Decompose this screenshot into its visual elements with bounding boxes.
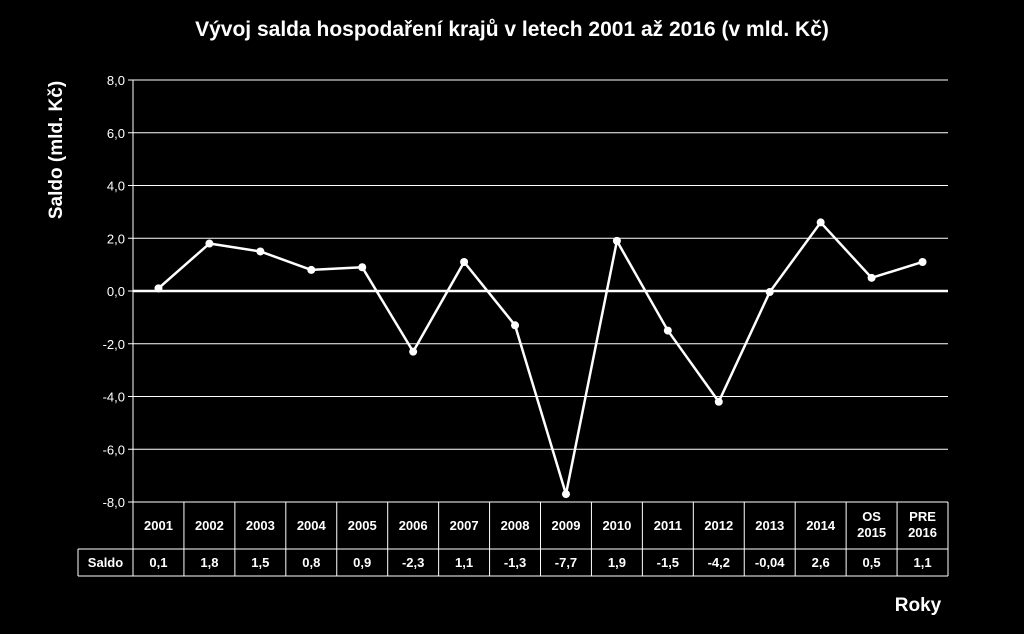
data-label: -2,3 bbox=[402, 555, 424, 570]
data-point bbox=[561, 490, 570, 499]
x-tick-label: 2001 bbox=[144, 518, 173, 533]
data-point bbox=[816, 218, 825, 227]
data-label: 1,8 bbox=[200, 555, 218, 570]
y-tick-label: 4,0 bbox=[107, 179, 125, 194]
x-tick-label: 2004 bbox=[297, 518, 327, 533]
data-label: -4,2 bbox=[708, 555, 730, 570]
x-tick-label: 2008 bbox=[501, 518, 530, 533]
y-tick-label: 8,0 bbox=[107, 73, 125, 88]
x-tick-label: 2002 bbox=[195, 518, 224, 533]
data-label: -1,3 bbox=[504, 555, 526, 570]
data-label: 2,6 bbox=[812, 555, 830, 570]
data-table: 2001 2002 2003 2004 2005 2006 2007 2008 2009 2010… bbox=[77, 502, 949, 577]
series-line-saldo bbox=[157, 221, 923, 496]
x-tick-label: 2012 bbox=[704, 518, 733, 533]
data-label: 1,1 bbox=[455, 555, 473, 570]
data-point bbox=[460, 257, 469, 266]
data-point bbox=[307, 265, 316, 274]
y-tick-label: -6,0 bbox=[103, 442, 125, 457]
data-point bbox=[765, 288, 774, 297]
data-point bbox=[714, 397, 723, 406]
data-point bbox=[612, 236, 621, 245]
data-point bbox=[511, 321, 520, 330]
x-tick-label: 2006 bbox=[399, 518, 428, 533]
x-tick-label: 2010 bbox=[602, 518, 631, 533]
x-tick-label: 2005 bbox=[348, 518, 377, 533]
x-tick-label: 2016 bbox=[908, 525, 937, 540]
x-tick-label: 2011 bbox=[654, 518, 682, 533]
x-tick-label: 2013 bbox=[755, 518, 784, 533]
data-point bbox=[409, 347, 418, 356]
x-axis-title: Roky bbox=[895, 595, 942, 616]
x-tick-label: 2014 bbox=[806, 518, 836, 533]
table-series-name: Saldo bbox=[88, 555, 123, 570]
x-tick-label: 2015 bbox=[857, 525, 886, 540]
data-point bbox=[663, 326, 672, 335]
x-tick-label: 2007 bbox=[450, 518, 479, 533]
y-tick-label: 6,0 bbox=[107, 126, 125, 141]
data-point bbox=[154, 284, 163, 293]
x-tick-label: 2009 bbox=[552, 518, 581, 533]
gridlines bbox=[133, 79, 948, 503]
data-point bbox=[256, 247, 265, 256]
data-label: -1,5 bbox=[657, 555, 679, 570]
chart-title: Vývoj salda hospodaření krajů v letech 2… bbox=[195, 18, 829, 41]
y-tick-label: 2,0 bbox=[107, 231, 125, 246]
data-point bbox=[358, 263, 367, 272]
y-tick-labels: 8,0 6,0 4,0 2,0 0,0 -2,0 -4,0 -6,0 -8,0 bbox=[103, 73, 125, 510]
data-point bbox=[918, 257, 927, 266]
series-saldo bbox=[154, 218, 927, 499]
y-axis-title: Saldo (mld. Kč) bbox=[46, 81, 67, 219]
x-tick-label: PRE bbox=[909, 509, 936, 524]
data-label: 0,8 bbox=[302, 555, 320, 570]
data-label: 1,1 bbox=[913, 555, 931, 570]
axes bbox=[128, 79, 948, 503]
y-tick-label: -2,0 bbox=[103, 337, 125, 352]
data-label: 1,9 bbox=[608, 555, 626, 570]
data-label: 0,1 bbox=[149, 555, 167, 570]
y-tick-label: -8,0 bbox=[103, 495, 125, 510]
data-label: -0,04 bbox=[755, 555, 785, 570]
data-point bbox=[867, 273, 876, 282]
x-tick-label: 2003 bbox=[246, 518, 275, 533]
data-point bbox=[205, 239, 214, 248]
data-label: 0,9 bbox=[353, 555, 371, 570]
data-label: 1,5 bbox=[251, 555, 269, 570]
y-tick-label: -4,0 bbox=[103, 390, 125, 405]
x-tick-label: OS bbox=[862, 509, 881, 524]
data-label: 0,5 bbox=[863, 555, 881, 570]
data-label: -7,7 bbox=[555, 555, 577, 570]
y-tick-label: 0,0 bbox=[107, 284, 125, 299]
